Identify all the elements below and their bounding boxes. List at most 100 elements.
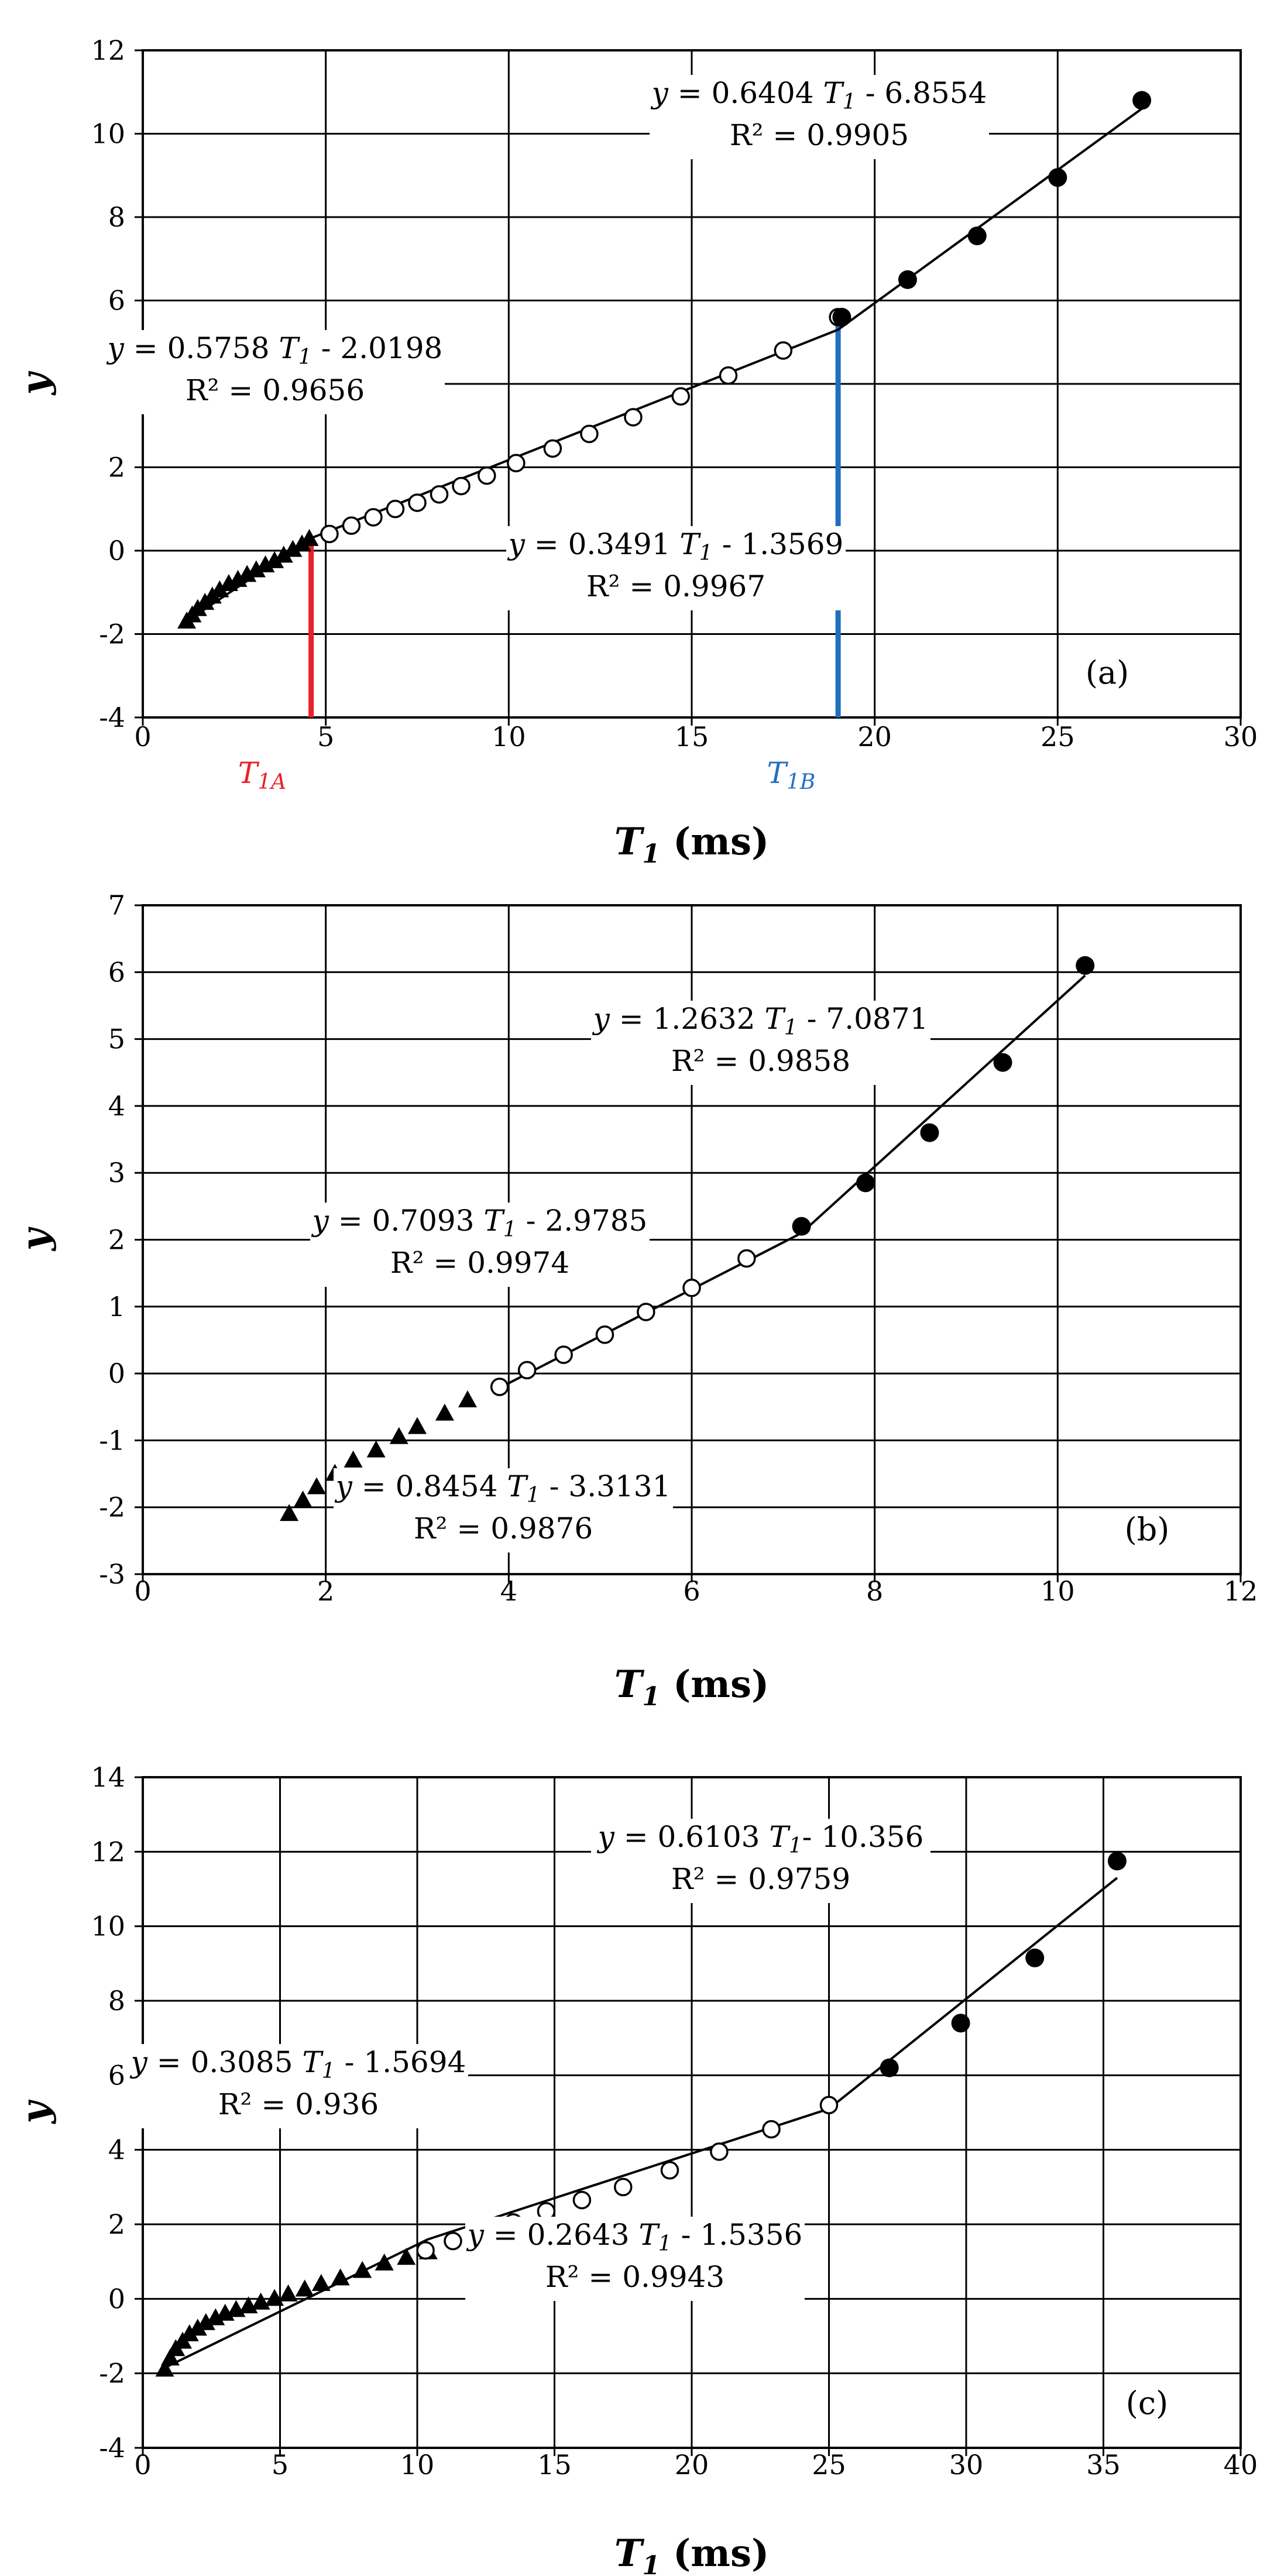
- open-circle-point: [595, 1325, 614, 1344]
- open-circle-point: [637, 1303, 655, 1321]
- y-tick-label: 0: [108, 1358, 125, 1389]
- open-circle-point: [774, 341, 793, 360]
- threshold-label-var: T: [767, 756, 789, 790]
- equation-var: T: [483, 1204, 505, 1238]
- y-axis-label: y: [13, 1227, 57, 1252]
- y-tick-label: 6: [108, 2059, 125, 2091]
- y-tick-label: 5: [108, 1023, 125, 1055]
- filled-circle-point: [1132, 91, 1152, 110]
- equation-var: T: [302, 2045, 324, 2079]
- equation-y: y: [130, 2045, 148, 2079]
- equation-sub: 1: [503, 1218, 517, 1242]
- x-axis-label-sub: 1: [642, 839, 660, 869]
- open-circle-point: [580, 424, 599, 444]
- open-circle-point: [719, 366, 738, 385]
- r-squared-label: R² = 0.9905: [730, 118, 909, 152]
- y-tick-label: 3: [108, 1157, 125, 1189]
- open-circle-point: [543, 439, 562, 458]
- regression-equation: y = 0.2643 T1 - 1.5356: [466, 2218, 803, 2256]
- y-tick-label: 6: [108, 956, 125, 988]
- panel-label: (b): [1125, 1511, 1170, 1548]
- y-tick-label: 10: [91, 118, 125, 150]
- equation-var: T: [679, 527, 701, 561]
- y-tick-label: 12: [91, 1836, 125, 1867]
- fit-line: [801, 974, 1086, 1234]
- x-axis-label: T1 (ms): [614, 820, 770, 869]
- x-tick-label: 25: [1041, 721, 1075, 753]
- y-tick-label: -1: [99, 1424, 125, 1456]
- triangle-point: [280, 1504, 299, 1521]
- equation-sub: 1: [784, 1016, 798, 1040]
- x-tick-label: 5: [317, 721, 334, 753]
- threshold-label-1b: T1B: [767, 756, 816, 794]
- r-squared-label: R² = 0.9943: [545, 2260, 724, 2294]
- annotation-bg: [105, 330, 445, 414]
- triangle-point: [228, 569, 248, 587]
- equation-var: T: [279, 331, 300, 365]
- threshold-label-sub: 1A: [257, 770, 286, 794]
- x-tick-label: 15: [675, 721, 709, 753]
- equation-sub: 1: [298, 345, 312, 369]
- triangle-point: [408, 1417, 427, 1434]
- y-tick-label: 1: [108, 1291, 125, 1323]
- panel-label: (c): [1126, 2385, 1168, 2422]
- x-tick-label: 15: [537, 2449, 572, 2481]
- open-circle-point: [452, 476, 471, 496]
- filled-circle-point: [1025, 1948, 1045, 1967]
- triangle-point: [295, 2279, 314, 2297]
- chart-panel-a: 051015202530-4-2024681012yT1(ms)T1AT1By …: [13, 35, 1258, 869]
- y-tick-label: 6: [108, 285, 125, 317]
- equation-slope: = 0.3085: [147, 2045, 303, 2079]
- series-filled-circle: [832, 91, 1152, 327]
- triangle-point: [210, 580, 229, 597]
- fit-line: [837, 108, 1143, 331]
- x-tick-label: 10: [492, 721, 526, 753]
- y-tick-label: 12: [91, 35, 125, 66]
- filled-circle-point: [1048, 168, 1067, 187]
- equation-sub: 1: [843, 90, 856, 114]
- x-tick-label: 8: [866, 1575, 883, 1607]
- equation-slope: = 0.6404: [668, 76, 823, 110]
- open-circle-point: [710, 2142, 729, 2161]
- triangle-point: [311, 2273, 331, 2291]
- annotation-bg: [650, 75, 989, 159]
- y-tick-label: 10: [91, 1911, 125, 1942]
- filled-circle-point: [880, 2058, 899, 2077]
- y-tick-label: 7: [108, 889, 125, 921]
- triangle-point: [331, 2268, 350, 2286]
- triangle-point: [300, 529, 319, 547]
- x-tick-label: 0: [134, 721, 151, 753]
- triangle-point: [251, 2292, 270, 2310]
- open-circle-point: [624, 408, 643, 427]
- y-tick-label: 2: [108, 1224, 125, 1256]
- equation-y: y: [651, 76, 669, 110]
- filled-circle-point: [898, 270, 917, 289]
- x-axis-label-unit: (ms): [673, 820, 769, 864]
- equation-intercept: - 7.0871: [798, 1002, 929, 1036]
- x-axis-label-var: T: [614, 820, 645, 864]
- triangle-point: [375, 2253, 394, 2271]
- y-tick-label: 2: [108, 2209, 125, 2240]
- open-circle-point: [430, 485, 449, 504]
- filled-circle-point: [967, 226, 987, 246]
- equation-intercept: - 2.0198: [312, 331, 443, 365]
- equation-var: T: [507, 1469, 528, 1503]
- x-axis-label-unit: (ms): [673, 1663, 769, 1706]
- triangle-point: [344, 1450, 363, 1468]
- y-tick-label: 2: [108, 452, 125, 483]
- x-tick-label: 5: [272, 2449, 289, 2481]
- y-tick-label: -3: [99, 1558, 125, 1590]
- equation-y: y: [107, 331, 125, 365]
- r-squared-label: R² = 0.9858: [671, 1044, 850, 1078]
- series-filled-circle: [880, 1852, 1127, 2077]
- triangle-point: [206, 2308, 225, 2326]
- open-circle-point: [507, 454, 526, 473]
- equation-slope: = 0.8454: [352, 1469, 507, 1503]
- x-tick-label: 12: [1224, 1575, 1258, 1607]
- x-tick-label: 25: [812, 2449, 846, 2481]
- annotation-bg: [591, 1001, 930, 1085]
- open-circle-point: [554, 1345, 573, 1364]
- triangle-point: [180, 2324, 199, 2341]
